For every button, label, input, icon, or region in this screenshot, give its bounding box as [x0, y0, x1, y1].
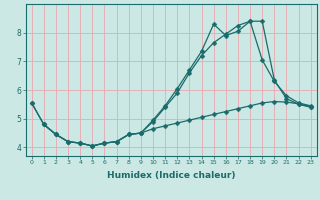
X-axis label: Humidex (Indice chaleur): Humidex (Indice chaleur) — [107, 171, 236, 180]
